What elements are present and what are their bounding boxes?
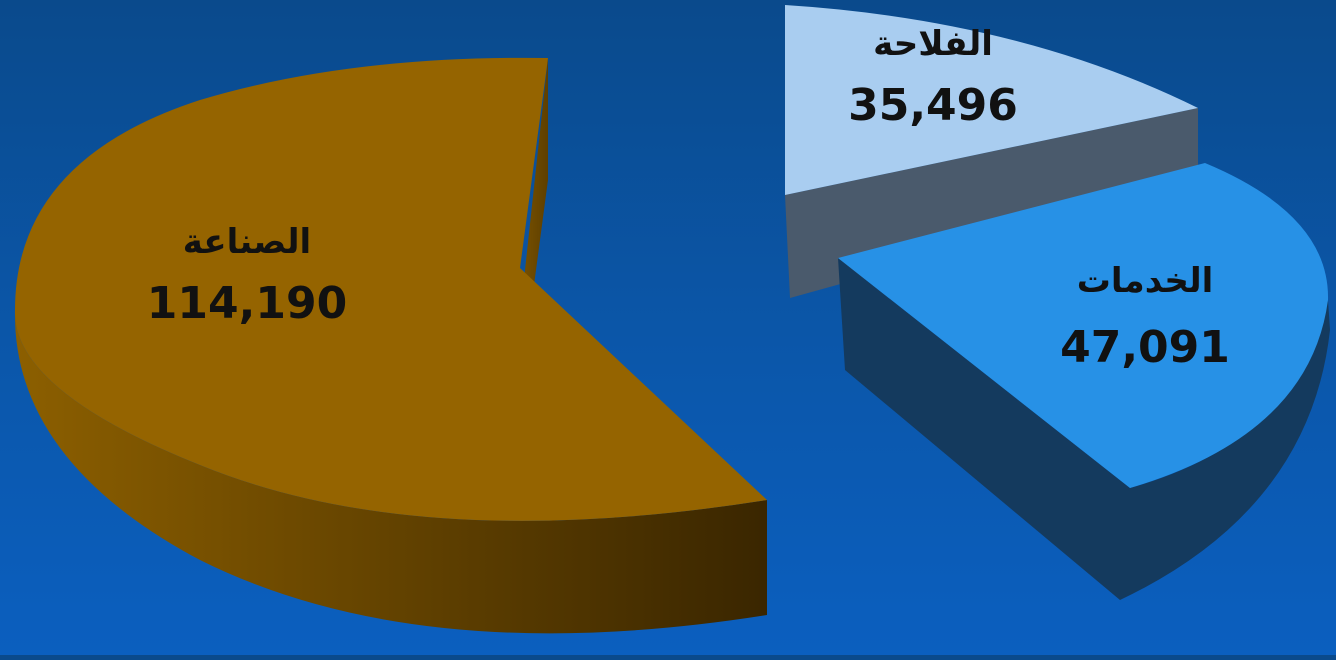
pie-label-agriculture-name: الفلاحة: [873, 24, 993, 64]
pie-slice-industry-side: [14, 310, 767, 634]
pie-label-services-value: 47,091: [1060, 322, 1230, 373]
pie-slice-agriculture-top: [785, 5, 1198, 195]
pie-label-industry-name: الصناعة: [183, 222, 311, 262]
pie-slice-services-side: [838, 258, 1330, 600]
pie-slice-services-top: [838, 163, 1329, 488]
pie-slice-industry-top: [14, 57, 767, 521]
pie-slice-industry: [14, 57, 767, 634]
pie-slice-services: [838, 163, 1330, 600]
pie-label-agriculture-value: 35,496: [848, 80, 1018, 131]
pie-label-services-name: الخدمات: [1077, 261, 1214, 301]
pie-label-industry-value: 114,190: [147, 278, 347, 329]
